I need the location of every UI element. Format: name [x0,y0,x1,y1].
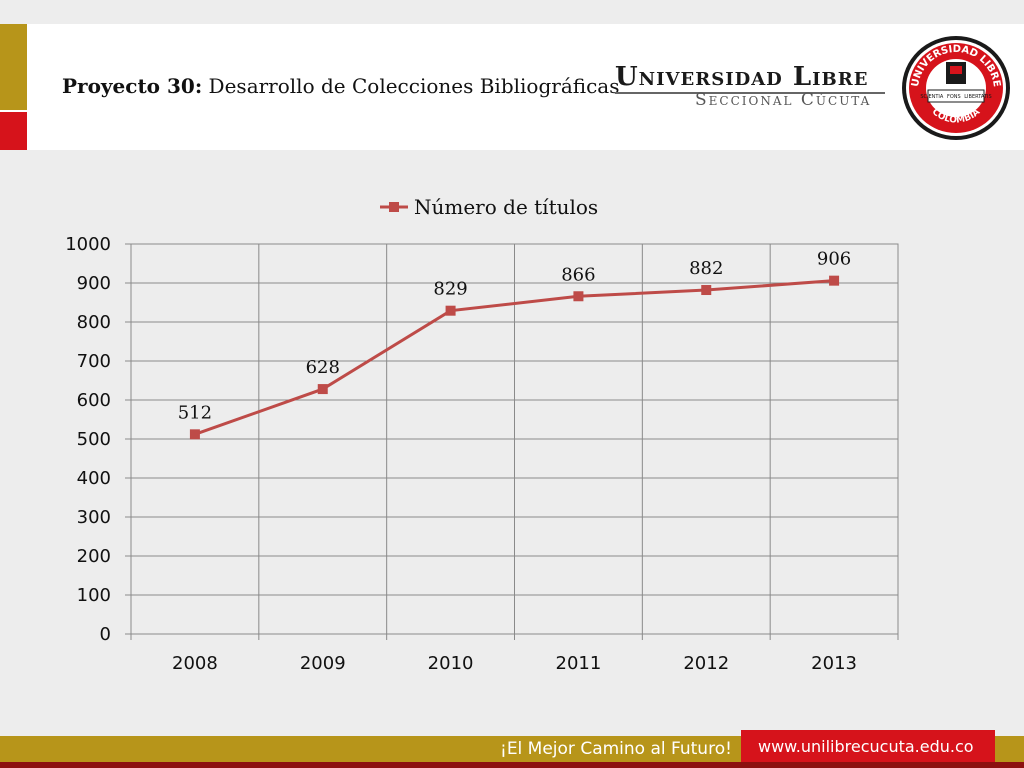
y-tick-label: 700 [77,351,111,372]
x-tick-label: 2009 [300,653,346,674]
y-tick-label: 100 [77,585,111,606]
data-point [189,429,200,440]
footer-url-link[interactable]: www.unilibrecucuta.edu.co [758,737,974,756]
page-title: Proyecto 30: Desarrollo de Colecciones B… [62,74,619,98]
series-line [194,279,835,436]
line-chart: 0 100 200 300 400 500 600 700 800 900 1000 2008 200… [65,195,899,674]
footer-slogan: ¡El Mejor Camino al Futuro! [500,739,732,759]
data-point [573,291,584,302]
y-tick-label: 500 [77,429,111,450]
y-tick-label: 400 [77,468,111,489]
footer-url-box [741,730,995,762]
seal-ribbon-left: SCIENTIA [920,94,944,100]
seal-ribbon-mid: FONS [947,94,961,100]
x-tick-label: 2010 [428,653,474,674]
seal-ribbon-right: LIBERTATIS [964,94,991,100]
data-label: 829 [433,279,467,300]
header-band [0,24,1024,150]
data-label: 512 [178,402,212,423]
x-tick-label: 2011 [556,653,602,674]
x-tick-label: 2012 [683,653,729,674]
title-rest: Desarrollo de Colecciones Bibliográficas [202,74,620,98]
data-label: 628 [306,357,340,378]
data-label: 906 [817,249,851,270]
y-tick-label: 0 [100,624,111,645]
y-tick-label: 600 [77,390,111,411]
y-tick-label: 300 [77,507,111,528]
y-tick-label: 900 [77,273,111,294]
brand-divider [615,92,885,94]
svg-text:SCIENTIA FONS LIBERTAT: SCIENTIA FONS LIBERTATIS [920,94,991,100]
title-bold: Proyecto 30: [62,74,203,98]
x-tick-label: 2008 [172,653,218,674]
header-accent-red [0,112,27,150]
footer-stripe [0,762,1024,768]
data-point [701,285,712,296]
header-accent-gold [0,24,27,110]
legend-marker [389,202,399,212]
university-logo-text: Universidad Libre Seccional Cúcuta [615,62,895,110]
data-point [445,305,456,316]
data-label: 866 [561,264,595,285]
y-tick-label: 800 [77,312,111,333]
brand-name: Universidad Libre [615,62,869,92]
legend-label: Número de títulos [414,195,598,219]
data-label: 882 [689,258,723,279]
university-seal-icon: UNIVERSIDAD LIBRE COLOMBIA SCIENTIA FONS… [902,36,1010,140]
brand-subtitle: Seccional Cúcuta [695,90,872,110]
y-tick-label: 1000 [65,234,111,255]
data-point [317,384,328,395]
data-point [829,275,840,286]
y-tick-label: 200 [77,546,111,567]
x-tick-label: 2013 [811,653,857,674]
